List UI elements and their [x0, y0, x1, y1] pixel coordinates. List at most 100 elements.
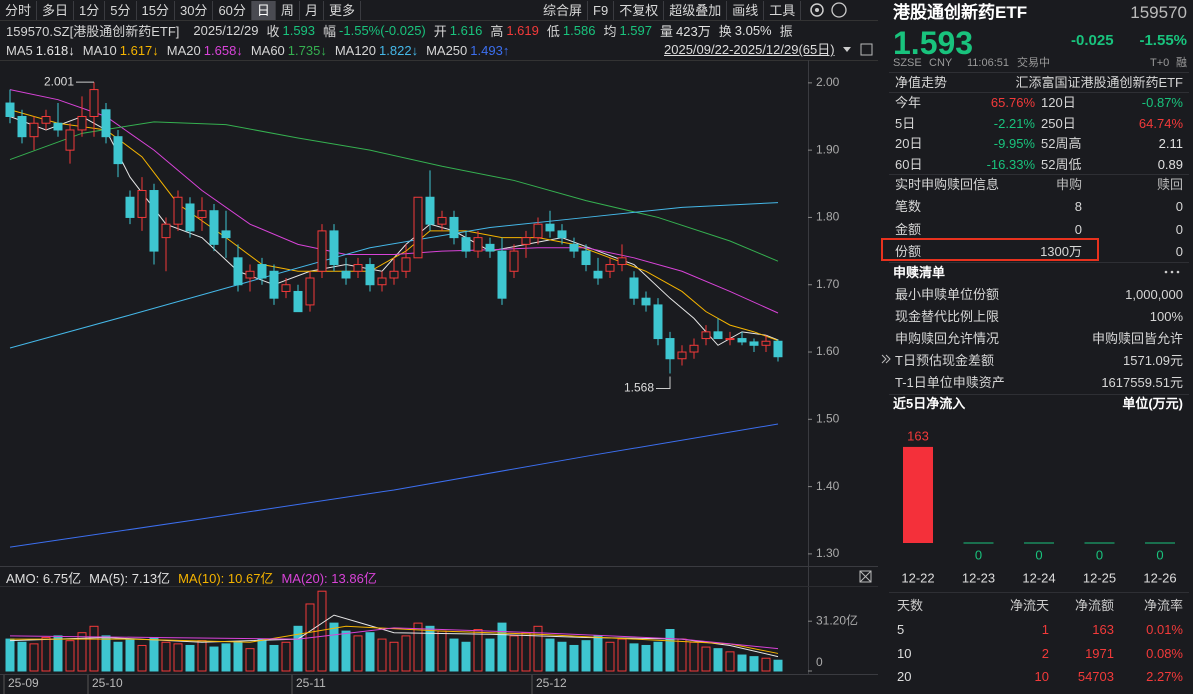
- period-tab[interactable]: 更多: [324, 0, 361, 20]
- tool-button[interactable]: 工具: [764, 0, 802, 20]
- volume-bar: [17, 641, 27, 672]
- date-label: 25-09: [8, 676, 39, 690]
- table-cell: 1: [1041, 622, 1049, 637]
- tool-button[interactable]: 超级叠加: [664, 0, 728, 20]
- volume-bar: [389, 641, 399, 672]
- period-tab[interactable]: 60分: [213, 0, 252, 20]
- volume-bar: [653, 641, 663, 672]
- period-tab[interactable]: 5分: [105, 0, 137, 20]
- candle-body: [305, 277, 315, 306]
- candle-body: [485, 243, 495, 252]
- separator: [889, 72, 1189, 73]
- row-label: 笔数: [895, 199, 922, 214]
- volume-bar: [113, 641, 123, 672]
- ma-legend: MA5 1.618↓ MA10 1.617↓ MA20 1.658↓ MA60 1.735↓ M…: [6, 40, 517, 60]
- candle-body: [521, 237, 531, 245]
- security-name: 港股通创新药ETF: [893, 3, 1028, 22]
- candle-body: [245, 270, 255, 279]
- more-icon[interactable]: [1163, 268, 1183, 276]
- settings-icon[interactable]: [810, 3, 824, 17]
- section-title: 近5日净流入: [893, 396, 966, 411]
- tool-button[interactable]: 画线: [727, 0, 765, 20]
- period-tab[interactable]: 日: [251, 0, 276, 20]
- candle-body: [41, 116, 51, 124]
- row-value: 1300万: [1040, 244, 1082, 259]
- column-header: 赎回: [1156, 177, 1183, 192]
- volume-bar: [617, 638, 627, 672]
- separator: [889, 394, 1189, 395]
- table-header: 净流额: [1074, 598, 1114, 613]
- close-icon[interactable]: [859, 570, 872, 583]
- ma-label: MA60: [250, 42, 285, 58]
- tool-button[interactable]: 不复权: [614, 0, 665, 20]
- tool-button[interactable]: 综合屏: [538, 0, 589, 20]
- ma-line: [9, 109, 779, 342]
- field-value: 1.616: [449, 22, 483, 38]
- field-key: 低: [546, 23, 560, 39]
- perf-label: 5日: [895, 115, 916, 131]
- row-value: 申购赎回皆允许: [1091, 331, 1183, 346]
- period-tab[interactable]: 15分: [137, 0, 175, 20]
- field-value: 3.05%: [734, 22, 772, 38]
- last-price: 1.593: [893, 25, 974, 61]
- candle-body: [401, 257, 411, 272]
- volume-bar: [245, 648, 255, 672]
- volume-bar: [149, 636, 159, 672]
- unit: 单位(万元): [1122, 396, 1183, 411]
- field-key: 量: [660, 23, 674, 39]
- period-tab[interactable]: 多日: [37, 0, 75, 20]
- help-icon[interactable]: [831, 2, 847, 18]
- period-tab[interactable]: 月: [300, 0, 324, 20]
- candle-body: [353, 264, 363, 272]
- volume-bar: [521, 632, 531, 672]
- value-label: 0: [1156, 547, 1163, 562]
- checkbox-icon[interactable]: [860, 43, 873, 56]
- meta: 11:06:51: [967, 57, 1010, 69]
- period-tab[interactable]: 1分: [74, 0, 106, 20]
- row-label: 金额: [895, 221, 922, 237]
- candle-body: [749, 341, 759, 346]
- flow-chart: 163 12-22 0 12-23 0 12-24 0 12-25 0 12-26: [901, 428, 1176, 585]
- candle-body: [569, 243, 579, 252]
- perf-label: 20日: [895, 136, 923, 151]
- date-label: 25-11: [296, 676, 326, 690]
- volume-bar: [437, 630, 447, 672]
- volume-bar: [197, 640, 207, 672]
- candle-body: [461, 237, 471, 252]
- toolbar: 分时 多日 1分 5分 15分 30分 60分日周月更多: [0, 0, 361, 20]
- candle-body: [161, 223, 171, 239]
- row-label: 申购赎回允许情况: [895, 331, 1000, 346]
- period-tab[interactable]: 30分: [175, 0, 214, 20]
- volume-bar: [353, 635, 363, 672]
- field-key: 幅: [323, 23, 337, 39]
- period-tab[interactable]: 分时: [0, 0, 38, 20]
- date-range[interactable]: 2025/09/22-2025/12/29(65日): [664, 42, 835, 57]
- category-label: 12-22: [901, 570, 934, 585]
- volume-bar: [569, 644, 579, 672]
- candle-body: [725, 338, 735, 341]
- flow-bar: [903, 446, 933, 543]
- candle-body: [377, 277, 387, 286]
- volume-bar: [509, 635, 519, 672]
- candle-body: [341, 270, 351, 279]
- volume-bar: [137, 644, 147, 672]
- candle-body: [413, 196, 423, 259]
- ma-value: 1.617↓: [119, 42, 159, 58]
- table-cell: 10: [1034, 669, 1049, 684]
- kline-chart: 2.00 1.90 1.80 1.70 1.60 1.50 1.40 1.30 2.001 1.5…: [0, 2, 878, 694]
- period-tab[interactable]: 周: [276, 0, 300, 20]
- y-tick-label: 1.40: [816, 479, 840, 493]
- dropdown-icon[interactable]: [843, 47, 851, 52]
- expand-icon[interactable]: [880, 351, 892, 367]
- date: 2025/12/29: [193, 22, 259, 38]
- tool-button[interactable]: F9: [588, 0, 615, 20]
- volume-bar: [701, 646, 711, 672]
- perf-label: 60日: [895, 156, 923, 172]
- volume-stat: AMO: 6.75亿: [6, 570, 82, 586]
- candle-body: [197, 210, 207, 218]
- candle-body: [761, 340, 771, 346]
- candle-body: [185, 203, 195, 232]
- perf-value: 0.89: [1157, 156, 1183, 172]
- field-key: 收: [266, 23, 280, 39]
- value-label: 0: [1096, 547, 1103, 562]
